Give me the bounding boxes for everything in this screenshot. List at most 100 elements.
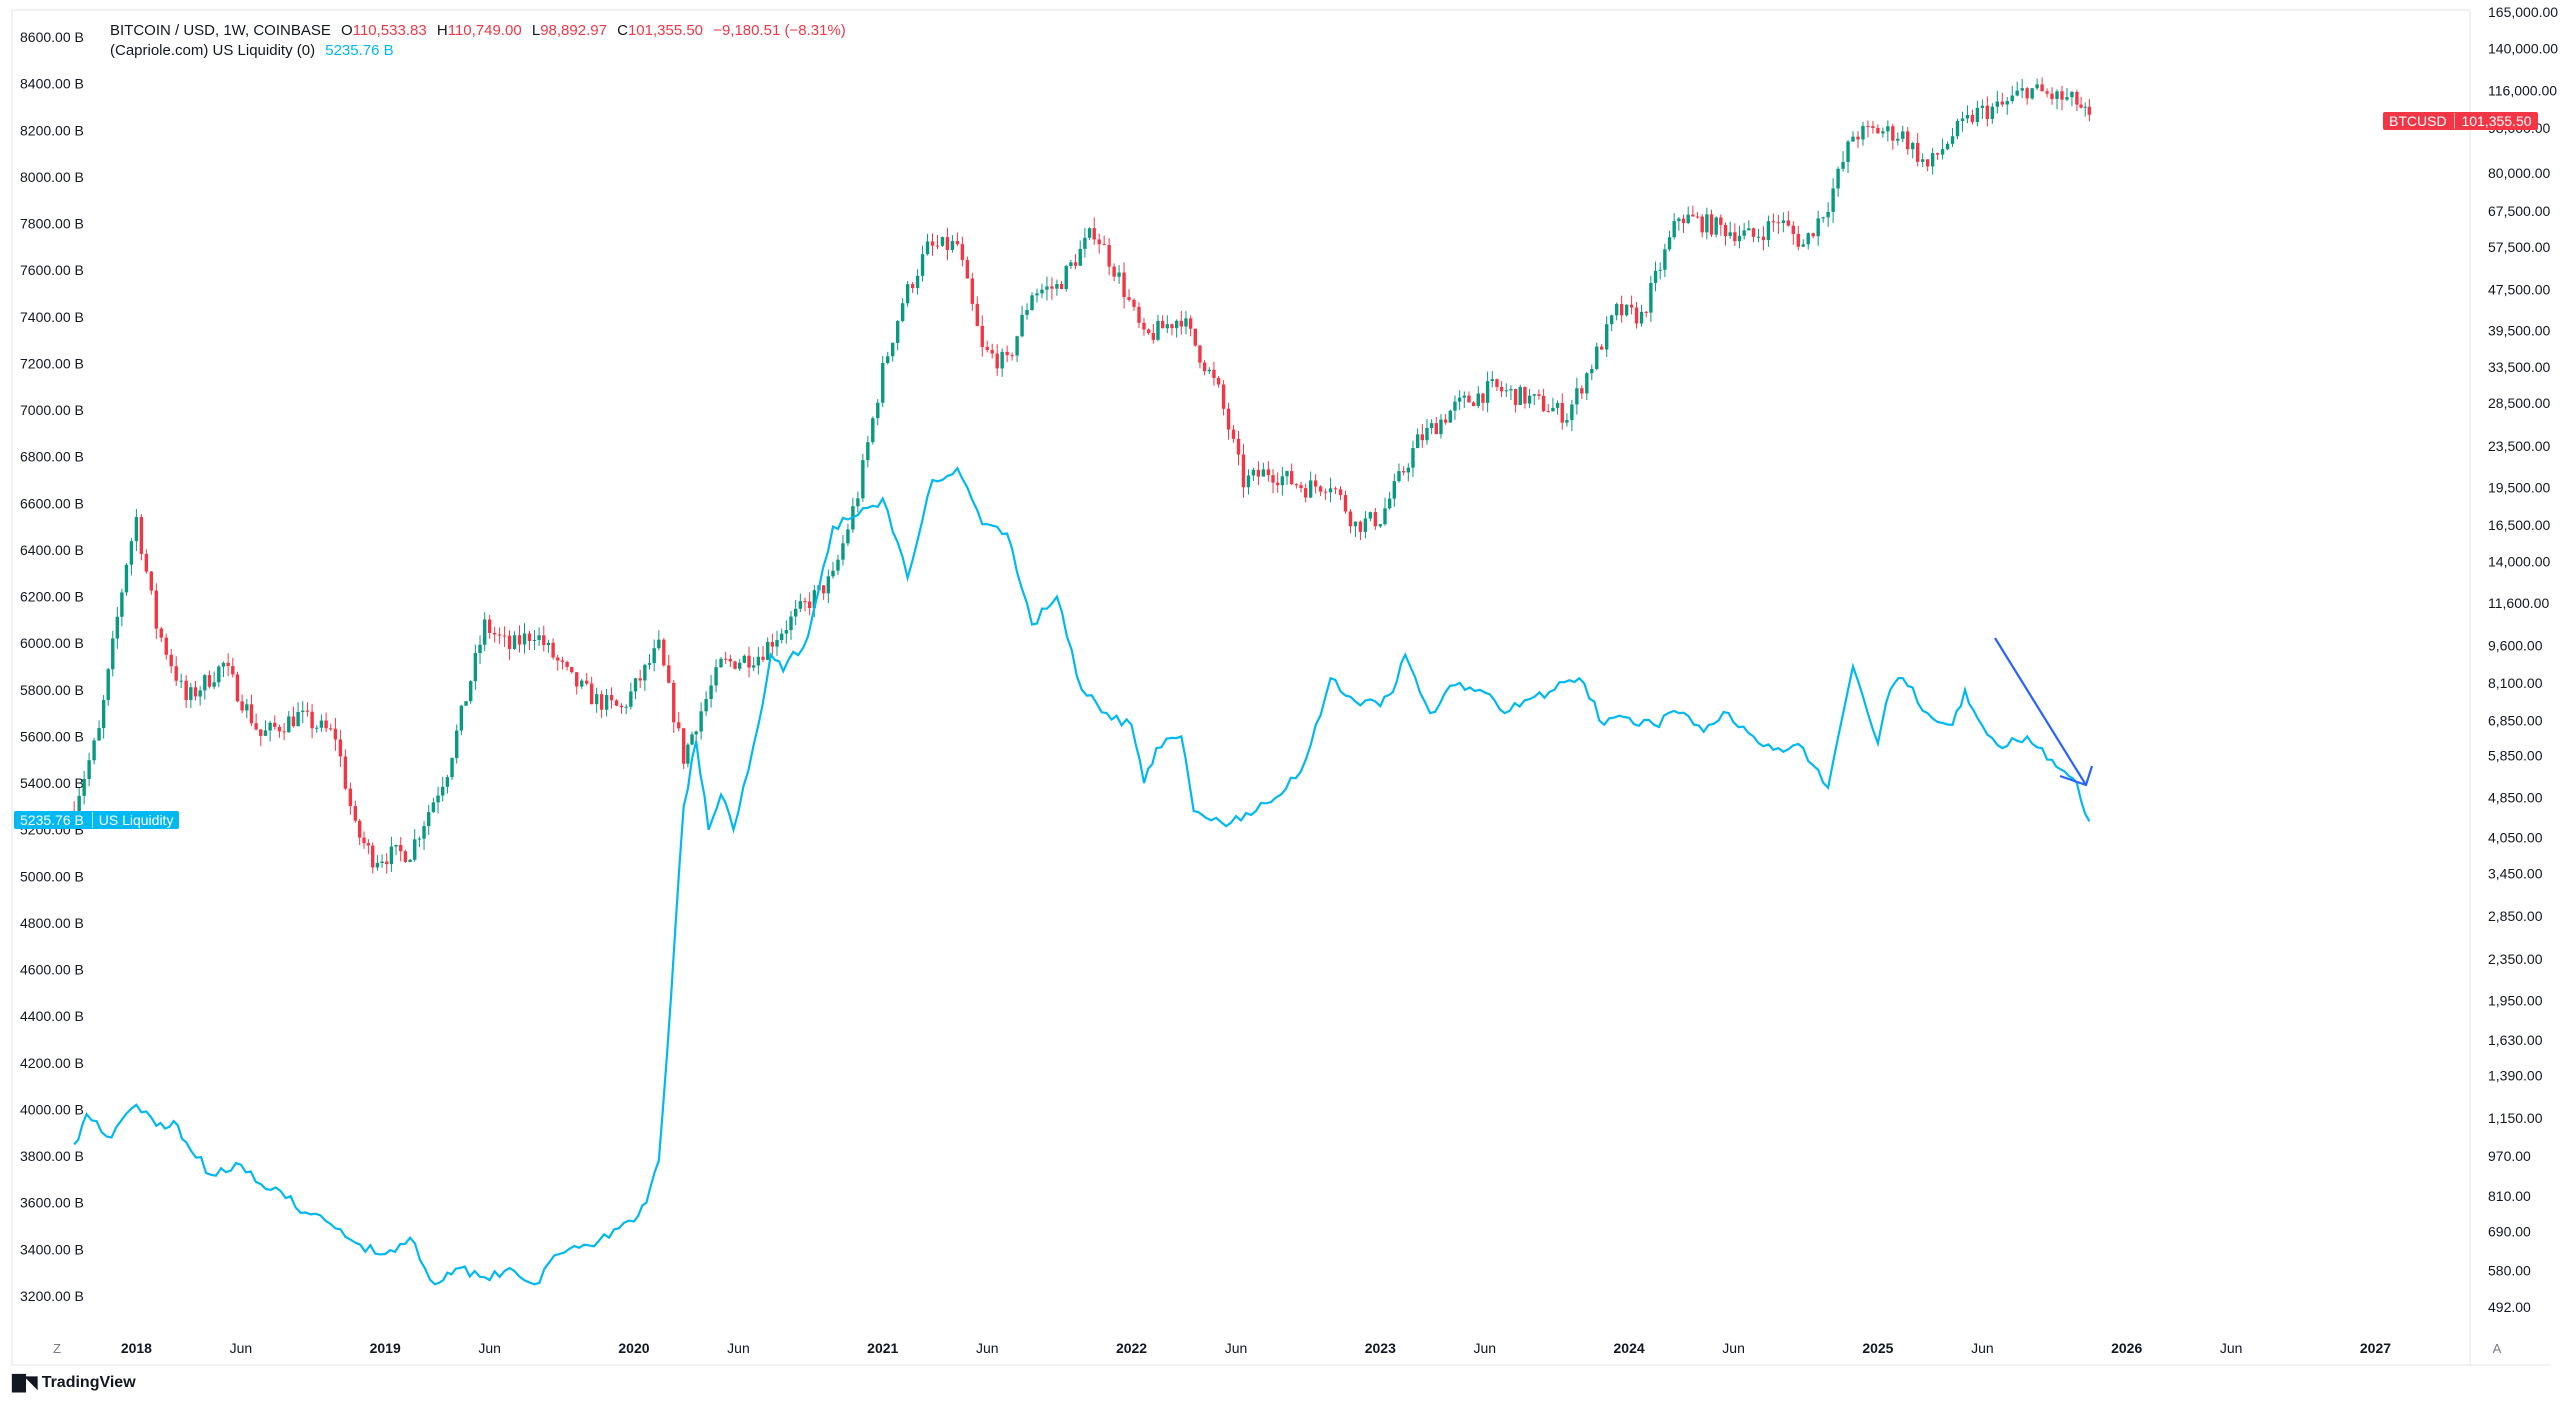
btc-candle-111 [599, 694, 604, 710]
x-axis-tick-14: 2025 [1862, 1340, 1893, 1356]
left-axis: 8600.00 B 8400.00 B 8200.00 B 8000.00 B 7800… [20, 29, 84, 1304]
right-axis-tick-24: 2,350.00 [2488, 951, 2543, 967]
btc-candle-260 [1318, 486, 1323, 492]
btc-candle-396 [1975, 107, 1980, 123]
btc-candle-311 [1560, 403, 1564, 423]
btc-candle-307 [1541, 395, 1546, 412]
btc-candle-33 [231, 666, 235, 675]
right-axis-tick-16: 9,600.00 [2488, 637, 2543, 653]
btc-candle-60 [357, 820, 362, 838]
left-axis-tick-10: 6600.00 B [20, 495, 84, 511]
btc-candle-392 [1955, 121, 1960, 137]
btc-candle-376 [1876, 127, 1880, 134]
btc-candle-316 [1585, 373, 1589, 394]
x-axis-tick-13: Jun [1722, 1340, 1745, 1356]
btc-candle-17 [154, 590, 158, 629]
trend-arrow[interactable] [1994, 637, 2094, 787]
btc-candle-259 [1313, 480, 1318, 487]
btc-candle-296 [1490, 379, 1494, 382]
btc-candle-138 [728, 659, 733, 662]
btc-candle-363 [1811, 233, 1815, 237]
btc-candle-246 [1251, 469, 1256, 476]
btc-candle-401 [2000, 101, 2004, 105]
btc-candle-105 [570, 666, 574, 673]
btc-candle-240 [1221, 384, 1226, 409]
btc-candle-32 [226, 662, 230, 667]
btc-candle-37 [249, 704, 254, 724]
left-axis-tick-13: 6000.00 B [20, 635, 84, 651]
trend-arrow-shaft [1994, 637, 2087, 786]
legend-main: BITCOIN / USD, 1W, COINBASE O110,533.83 … [110, 22, 852, 39]
btc-candle-336 [1681, 218, 1686, 224]
btc-candle-407 [2030, 88, 2034, 99]
btc-candle-194 [1000, 351, 1004, 369]
btc-candle-388 [1935, 153, 1940, 155]
liquidity-tag-value: 5235.76 B [20, 812, 84, 828]
btc-candle-221 [1132, 299, 1136, 307]
btc-candle-62 [366, 843, 371, 846]
btc-candle-290 [1462, 395, 1466, 398]
btc-candle-81 [455, 730, 459, 759]
left-axis-tick-21: 4400.00 B [20, 1008, 84, 1024]
right-axis-tick-29: 970.00 [2488, 1148, 2531, 1164]
btc-candle-186 [960, 244, 965, 260]
btc-candle-229 [1170, 324, 1174, 329]
btc-candle-338 [1691, 214, 1695, 217]
btc-candle-308 [1546, 411, 1550, 413]
btc-candle-381 [1901, 131, 1905, 139]
btc-candle-244 [1241, 454, 1246, 488]
left-axis-tick-11: 6400.00 B [20, 542, 84, 558]
btc-candle-322 [1614, 304, 1619, 316]
btc-candle-239 [1216, 377, 1221, 385]
btc-candle-248 [1261, 469, 1266, 477]
left-axis-tick-2: 8200.00 B [20, 122, 84, 138]
auto-scale-button[interactable]: A [2493, 1341, 2502, 1356]
btc-candle-318 [1595, 346, 1599, 370]
btc-candle-206 [1059, 284, 1064, 289]
btc-candle-273 [1383, 508, 1387, 525]
left-axis-tick-15: 5600.00 B [20, 728, 84, 744]
btc-candle-263 [1333, 488, 1338, 490]
btc-candle-50 [310, 711, 314, 729]
btc-candle-22 [179, 680, 183, 682]
btc-candle-11 [124, 564, 129, 593]
x-axis-tick-0: 2018 [121, 1340, 152, 1356]
btc-candle-34 [235, 674, 240, 702]
btc-candle-179 [925, 241, 930, 255]
btc-candle-171 [886, 356, 890, 364]
btc-candle-285 [1439, 419, 1443, 435]
btc-candle-328 [1644, 311, 1648, 313]
btc-candle-224 [1146, 329, 1151, 334]
tradingview-logo[interactable]: ▇◥ TradingView [12, 1372, 136, 1393]
btc-candle-350 [1747, 228, 1751, 231]
btc-candle-262 [1328, 488, 1333, 493]
btc-candle-116 [624, 706, 628, 708]
btc-candle-360 [1796, 233, 1800, 247]
btc-candle-208 [1069, 262, 1073, 266]
btc-candle-268 [1358, 521, 1363, 532]
btc-candle-104 [565, 661, 569, 667]
btc-candle-287 [1448, 410, 1452, 423]
btc-candle-292 [1471, 402, 1476, 407]
btc-candle-64 [375, 862, 380, 868]
zoom-button[interactable]: Z [53, 1341, 61, 1356]
btc-candle-72 [413, 839, 417, 860]
btc-candle-300 [1509, 389, 1513, 391]
btc-candle-172 [891, 342, 895, 357]
btc-candle-190 [980, 325, 984, 347]
btc-candle-94 [517, 635, 522, 645]
btc-candle-146 [765, 642, 770, 660]
btc-candle-398 [1985, 105, 1990, 119]
btc-candle-377 [1881, 131, 1885, 134]
btc-candle-277 [1401, 471, 1406, 473]
btc-candle-82 [459, 705, 464, 731]
btc-candle-63 [371, 845, 375, 868]
btc-candle-142 [747, 655, 751, 668]
right-axis-tick-31: 690.00 [2488, 1224, 2531, 1240]
btc-candle-252 [1280, 476, 1285, 486]
btc-candle-309 [1551, 407, 1555, 412]
btc-candle-89 [492, 632, 497, 635]
btc-candle-67 [389, 846, 394, 865]
btc-candle-320 [1605, 324, 1609, 350]
